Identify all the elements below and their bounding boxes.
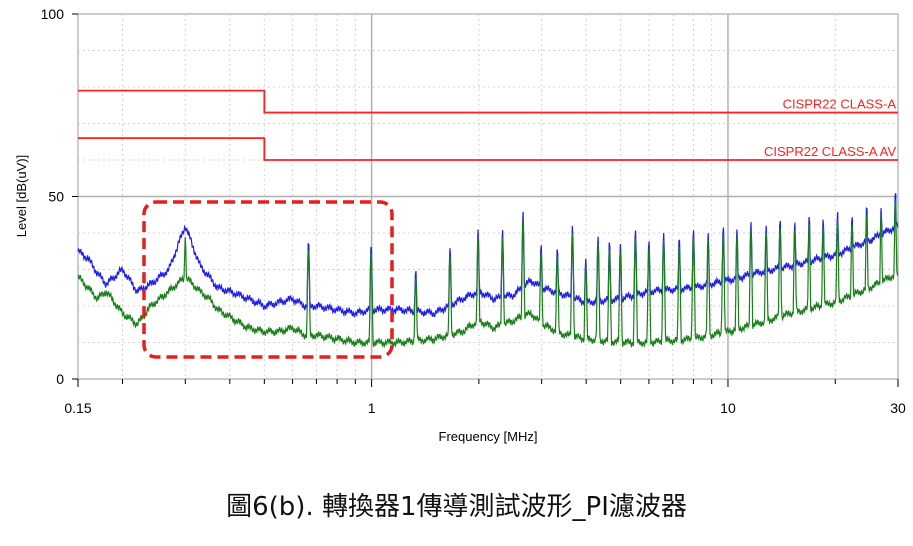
limit-line-1 [78, 137, 898, 161]
limit-lines: CISPR22 CLASS-A CISPR22 CLASS-A AV [78, 89, 898, 161]
y-axis: 0 50 100 [41, 6, 78, 387]
x-axis-title: Frequency [MHz] [439, 429, 538, 444]
x-tick-label: 10 [720, 400, 736, 416]
highlight-box [142, 200, 394, 359]
series-trace-0 [77, 193, 899, 318]
emi-chart: CISPR22 CLASS-A CISPR22 CLASS-A AV 0.15 1 1… [14, 6, 906, 444]
x-tick-label: 30 [890, 400, 906, 416]
limit-line-label: CISPR22 CLASS-A AV [764, 144, 896, 159]
x-axis: 0.15 1 10 30 [64, 379, 906, 416]
limit-line-0 [78, 89, 898, 114]
y-tick-label: 50 [48, 189, 64, 205]
y-tick-label: 0 [56, 371, 64, 387]
x-tick-label: 0.15 [64, 400, 91, 416]
x-tick-label: 1 [368, 400, 376, 416]
y-axis-title: Level [dB(uV)] [14, 155, 29, 237]
series-group [77, 193, 899, 349]
figure-caption: 圖6(b). 轉換器1傳導測試波形_PI濾波器 [226, 492, 687, 522]
series-trace-1 [77, 200, 899, 349]
limit-line-label: CISPR22 CLASS-A [783, 97, 897, 112]
y-tick-label: 100 [41, 6, 65, 22]
